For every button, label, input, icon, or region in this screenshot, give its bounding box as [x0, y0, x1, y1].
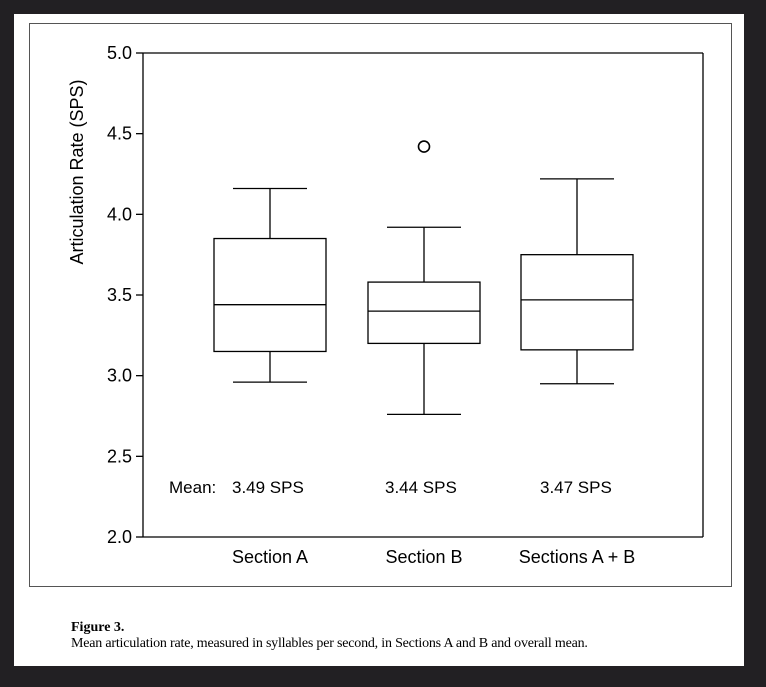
mean-value-label: 3.49 SPS	[232, 478, 304, 497]
box-iqr	[520, 254, 634, 351]
boxplot-chart: 2.0 2.5 3.0 3.5 4.0 4.5 5.0 Articulation Rate (…	[67, 43, 704, 567]
x-tick-label: Sections A + B	[519, 547, 636, 567]
y-tick-label: 4.0	[107, 204, 132, 224]
y-tick-label: 2.5	[107, 446, 132, 466]
mean-value-label: 3.44 SPS	[385, 478, 457, 497]
mean-prefix-label: Mean:	[169, 478, 216, 497]
y-tick-label: 5.0	[107, 43, 132, 63]
outlier-point	[417, 140, 431, 153]
y-tick-label: 4.5	[107, 124, 132, 144]
figure-caption: Figure 3. Mean articulation rate, measur…	[71, 620, 588, 652]
figure-sheet: 2.0 2.5 3.0 3.5 4.0 4.5 5.0 Articulation Rate (…	[14, 14, 744, 666]
x-tick-label: Section B	[385, 547, 462, 567]
caption-label: Figure 3.	[71, 620, 125, 635]
caption-text: Mean articulation rate, measured in syll…	[71, 636, 588, 651]
x-tick-label: Section A	[232, 547, 308, 567]
y-tick-label: 3.5	[107, 285, 132, 305]
y-tick-label: 2.0	[107, 527, 132, 547]
box-iqr	[213, 237, 327, 353]
y-tick-label: 3.0	[107, 366, 132, 386]
box-iqr	[367, 281, 481, 345]
plot-frame	[29, 23, 732, 587]
y-axis-title: Articulation Rate (SPS)	[67, 79, 87, 264]
mean-value-label: 3.47 SPS	[540, 478, 612, 497]
